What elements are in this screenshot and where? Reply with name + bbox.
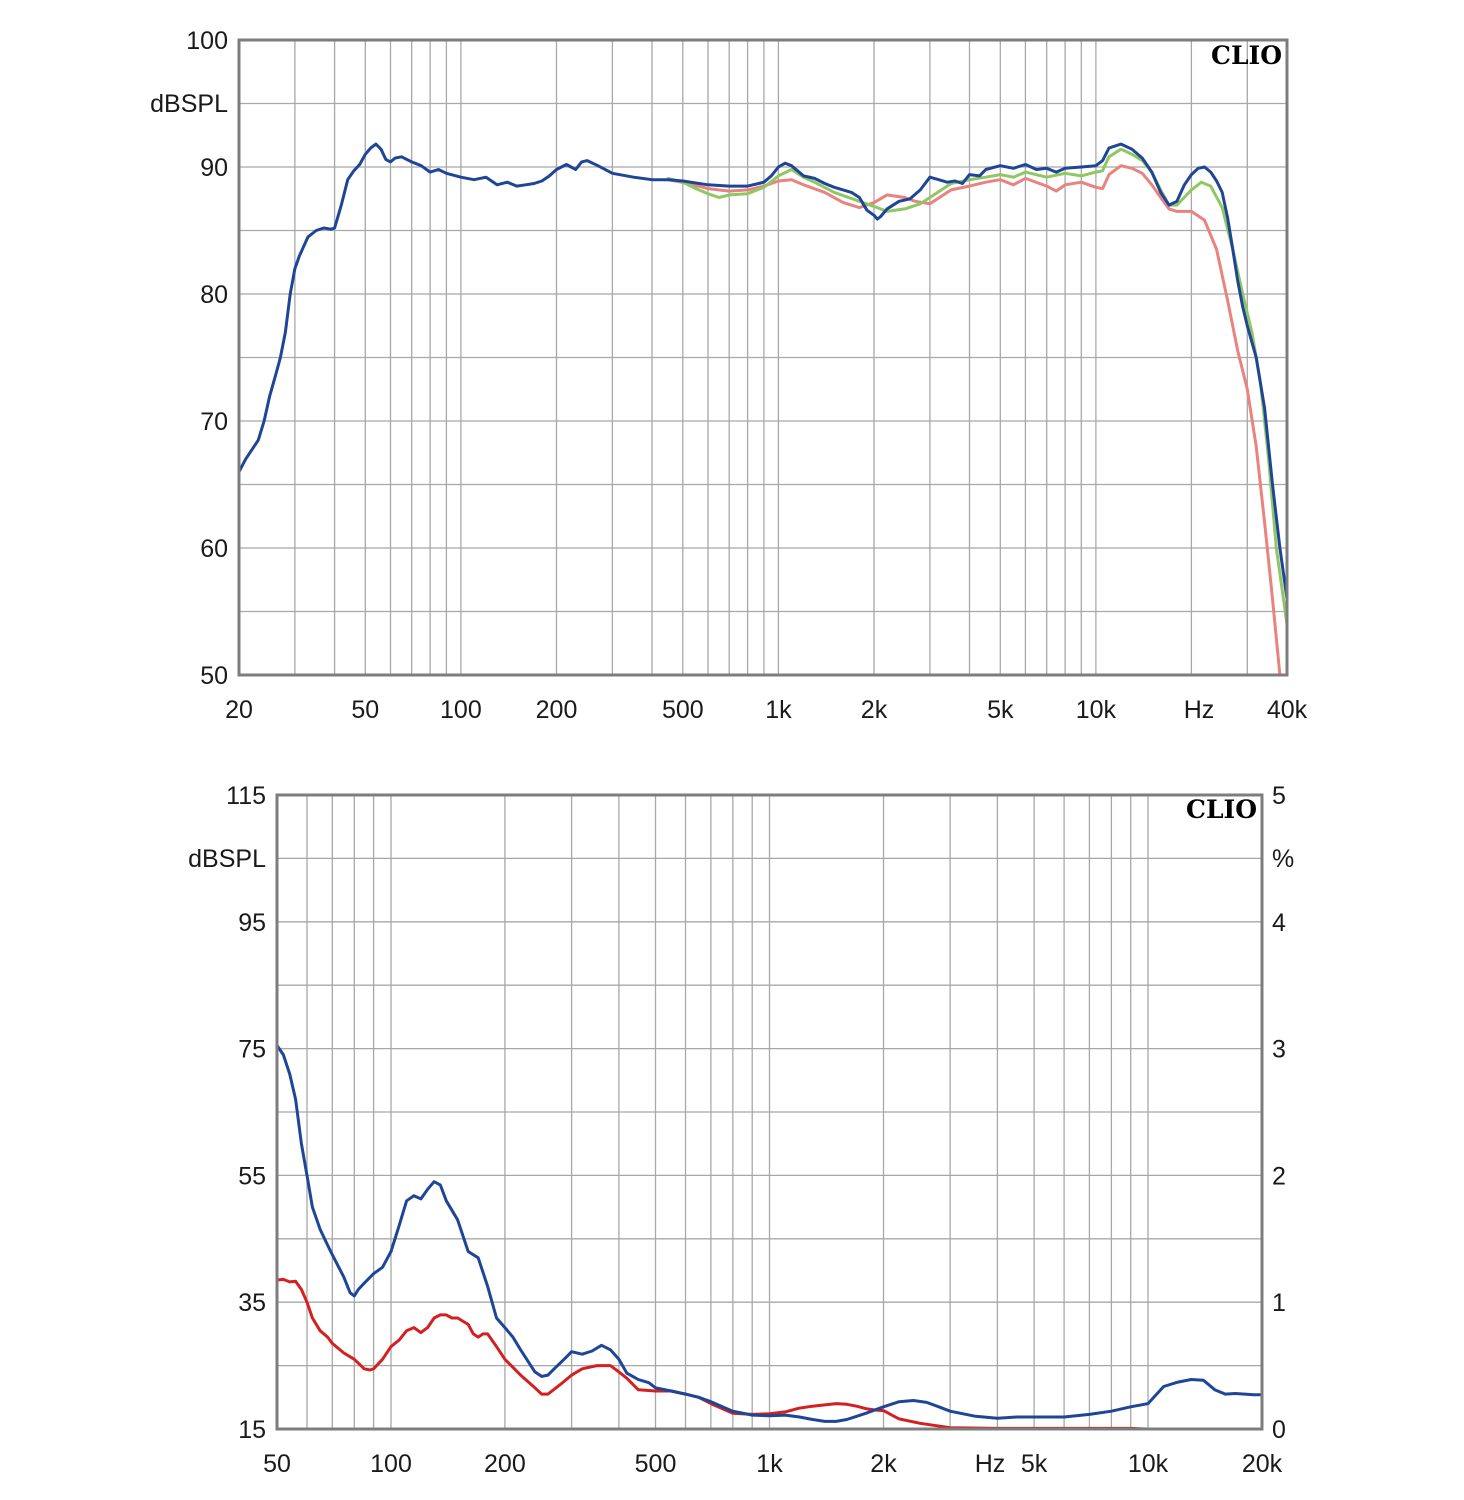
y-tick-label: 100 — [186, 27, 228, 55]
x-tick-label: 20k — [1242, 1450, 1283, 1478]
chart1-curves — [237, 142, 1289, 677]
y2-tick-label: 2 — [1272, 1162, 1286, 1190]
x-tick-label: 200 — [536, 696, 578, 724]
series-blue-line — [237, 142, 1289, 601]
chart2-y2-axis-label: % — [1272, 845, 1294, 873]
y-tick-label: 15 — [238, 1416, 266, 1444]
y-tick-label: 75 — [238, 1036, 266, 1064]
x-tick-label: 40k — [1267, 696, 1308, 724]
x-tick-label: 500 — [662, 696, 704, 724]
y2-tick-label: 0 — [1272, 1416, 1286, 1444]
chart2-tick-labels: 50 100 200 500 1k 2k 5k 10k 20k 115 95 75 55 35 15 5 4 3 2… — [226, 782, 1286, 1478]
x-tick-label: 50 — [263, 1450, 291, 1478]
x-tick-label: 100 — [440, 696, 482, 724]
chart2-y-axis-label: dBSPL — [188, 845, 266, 873]
x-tick-label: 2k — [861, 696, 888, 724]
series-blue-line — [275, 1043, 1264, 1423]
chart2-x-unit-label: Hz — [975, 1450, 1006, 1478]
x-tick-label: 200 — [484, 1450, 526, 1478]
x-tick-label: 100 — [370, 1450, 412, 1478]
y-tick-label: 90 — [200, 154, 228, 182]
y-tick-label: 55 — [238, 1162, 266, 1190]
chart1-grid — [239, 40, 1287, 675]
series-red-line — [666, 164, 1282, 677]
series-red-line — [275, 1277, 1205, 1431]
x-tick-label: 50 — [351, 696, 379, 724]
y-tick-label: 35 — [238, 1289, 266, 1317]
chart2-curves — [275, 1043, 1264, 1431]
chart1-y-axis-label: dBSPL — [150, 90, 228, 118]
y2-tick-label: 5 — [1272, 782, 1286, 810]
y-tick-label: 95 — [238, 909, 266, 937]
series-green-line — [666, 147, 1289, 626]
x-tick-label: 10k — [1076, 696, 1117, 724]
chart2-clio-logo: CLIO — [1186, 795, 1257, 824]
y-tick-label: 70 — [200, 408, 228, 436]
chart1-clio-logo: CLIO — [1211, 41, 1282, 70]
x-tick-label: 10k — [1128, 1450, 1169, 1478]
chart1-x-unit-label: Hz — [1184, 696, 1215, 724]
chart1-tick-labels: 20 50 100 200 500 1k 2k 5k 10k 40k 100 90 80 70 60 50 — [186, 27, 1307, 724]
y-tick-label: 60 — [200, 535, 228, 563]
x-tick-label: 5k — [987, 696, 1014, 724]
y-tick-label: 115 — [226, 782, 266, 810]
x-tick-label: 5k — [1021, 1450, 1048, 1478]
x-tick-label: 20 — [225, 696, 253, 724]
y-tick-label: 80 — [200, 281, 228, 309]
chart1-plot-frame — [237, 38, 1289, 677]
y2-tick-label: 4 — [1272, 909, 1286, 937]
x-tick-label: 2k — [870, 1450, 897, 1478]
x-tick-label: 1k — [765, 696, 792, 724]
y-tick-label: 50 — [200, 662, 228, 690]
chart2-plot-frame — [275, 793, 1264, 1431]
x-tick-label: 500 — [635, 1450, 677, 1478]
y2-tick-label: 3 — [1272, 1036, 1286, 1064]
x-tick-label: 1k — [756, 1450, 783, 1478]
chart2-grid — [277, 795, 1262, 1429]
y2-tick-label: 1 — [1272, 1289, 1286, 1317]
